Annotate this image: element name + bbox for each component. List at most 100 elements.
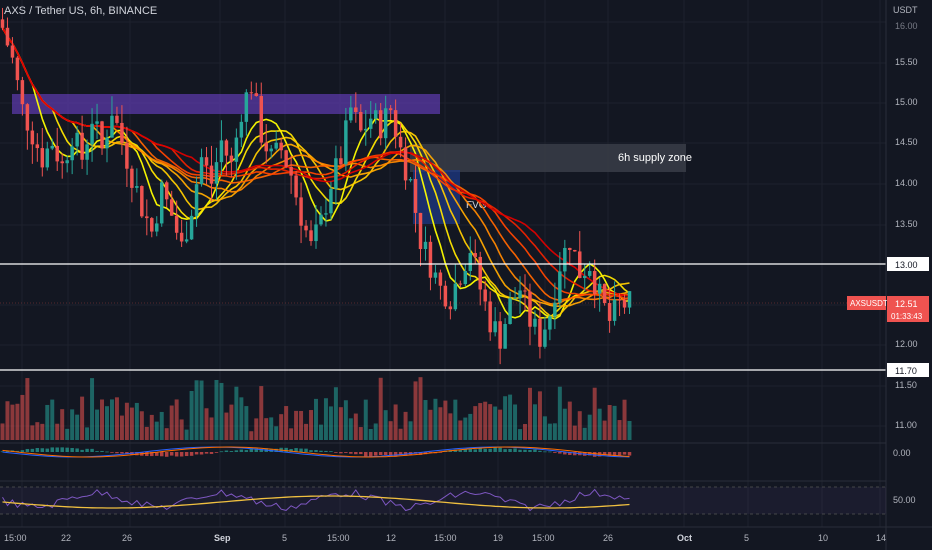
macd-hist-bar — [15, 450, 20, 452]
candle-body — [558, 271, 562, 303]
volume-bar — [473, 406, 478, 440]
macd-hist-bar — [622, 452, 627, 455]
time-label: 12 — [386, 533, 396, 543]
candle-body — [299, 197, 303, 226]
candle-body — [473, 253, 477, 257]
macd-hist-bar — [60, 447, 64, 452]
macd-hist-bar — [314, 450, 318, 452]
volume-bar — [244, 406, 249, 440]
macd-hist-bar — [354, 452, 358, 455]
candle-body — [189, 215, 194, 240]
volume-bar — [224, 412, 229, 440]
volume-bar — [274, 426, 279, 440]
volume-bar — [398, 428, 403, 440]
volume-bar — [483, 401, 488, 440]
macd-hist-bar — [40, 448, 45, 452]
candle-body — [488, 301, 492, 333]
volume-bar — [229, 404, 234, 440]
candle-body — [418, 212, 423, 250]
candle-body — [612, 299, 617, 321]
candle-body — [10, 45, 15, 58]
candle-body — [408, 179, 413, 181]
candle-body — [622, 299, 627, 308]
candle-body — [428, 241, 433, 278]
volume-bar — [333, 387, 338, 440]
volume-bar — [25, 378, 30, 440]
candle-body — [393, 110, 398, 137]
volume-bar — [577, 411, 582, 440]
candle-body — [493, 321, 497, 333]
macd-hist-bar — [75, 448, 79, 452]
macd-hist-bar — [528, 449, 532, 452]
volume-bar — [443, 400, 448, 440]
candle-body — [239, 121, 244, 138]
volume-bar — [304, 423, 309, 440]
candle-body — [364, 128, 368, 131]
volume-bar — [139, 411, 144, 440]
volume-bar — [209, 417, 214, 440]
level-13-tag-text: 13.00 — [895, 260, 918, 270]
candle-body — [483, 289, 487, 302]
candle-body — [597, 283, 602, 294]
volume-bar — [408, 421, 413, 440]
candle-body — [140, 186, 144, 217]
time-label: 15:00 — [327, 533, 350, 543]
volume-bar — [0, 423, 5, 440]
candle-body — [463, 270, 468, 285]
symbol-header[interactable]: AXS / Tether US, 6h, BINANCE — [4, 5, 158, 17]
price-scale[interactable]: USDT 16.00 15.50 15.00 14.50 14.00 13.50… — [847, 5, 929, 505]
level-1170-tag-text: 11.70 — [895, 366, 917, 376]
volume-bar — [80, 396, 85, 440]
macd-hist-bar — [85, 448, 89, 452]
macd-hist-bar — [612, 452, 617, 457]
candle-body — [20, 80, 25, 105]
supply-zone-box[interactable] — [410, 144, 686, 172]
macd-hist-bar — [234, 450, 239, 452]
volume-bar — [503, 396, 508, 440]
volume-bar — [149, 414, 154, 440]
volume-bar — [234, 386, 239, 440]
candle-body — [5, 27, 10, 46]
macd-hist-bar — [55, 447, 59, 452]
candle-body — [284, 150, 288, 167]
macd-hist-bar — [214, 452, 219, 453]
volume-bar — [592, 387, 597, 440]
candle-body — [249, 92, 254, 94]
volume-bar — [622, 399, 627, 440]
candle-body — [344, 120, 348, 165]
macd-hist-bar — [304, 448, 308, 452]
candle-body — [553, 302, 557, 317]
candle-body — [573, 249, 577, 252]
volume-bar — [254, 418, 259, 440]
macd-hist-bar — [468, 448, 473, 452]
candle-body — [150, 218, 154, 232]
rsi-band — [0, 487, 886, 514]
candle-body — [60, 161, 64, 164]
volume-bar — [423, 400, 428, 440]
candle-body — [602, 283, 607, 304]
volume-bar — [413, 381, 418, 440]
volume-bar — [219, 382, 224, 440]
candle-body — [617, 299, 622, 301]
candle-body — [199, 157, 204, 185]
macd-hist-bar — [259, 448, 264, 452]
candle-body — [398, 136, 403, 148]
volume-bar — [587, 414, 592, 440]
volume-bar — [468, 413, 473, 440]
volume-bar — [393, 404, 398, 440]
candle-body — [304, 225, 308, 231]
volume-bar — [488, 404, 493, 440]
candle-body — [120, 122, 124, 143]
volume-bar — [338, 407, 343, 440]
candle-body — [478, 256, 482, 290]
candle-body — [244, 92, 249, 122]
macd-hist-bar — [553, 452, 557, 453]
macd-hist-bar — [25, 448, 30, 452]
macd-signal-line — [2, 446, 630, 458]
candle-body — [453, 283, 458, 310]
volume-bar — [597, 408, 602, 440]
time-axis[interactable]: 15:00 22 26 Sep 5 15:00 12 15:00 19 15:0… — [4, 533, 886, 543]
macd-hist-bar — [284, 447, 288, 452]
rsi-line — [2, 488, 630, 512]
